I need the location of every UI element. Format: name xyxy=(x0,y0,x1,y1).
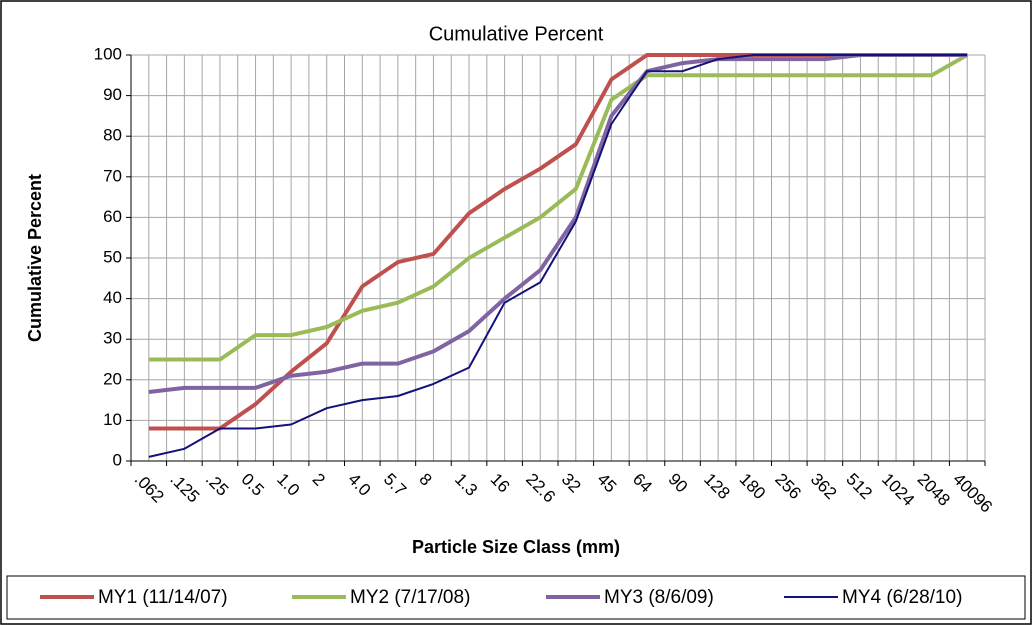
series-line xyxy=(148,53,968,394)
legend-label: MY2 (7/17/08) xyxy=(350,587,470,608)
y-tick-label: 70 xyxy=(103,166,122,185)
y-tick-label: 50 xyxy=(103,247,122,266)
x-axis-title: Particle Size Class (mm) xyxy=(412,537,620,557)
y-tick-label: 40 xyxy=(103,288,122,307)
legend-label: MY3 (8/6/09) xyxy=(604,587,714,608)
y-tick-label: 80 xyxy=(103,126,122,145)
y-tick-label: 60 xyxy=(103,207,122,226)
y-tick-label: 100 xyxy=(94,44,122,63)
legend-label: MY1 (11/14/07) xyxy=(98,587,228,608)
series-line xyxy=(148,53,969,362)
y-axis-title: Cumulative Percent xyxy=(25,174,45,342)
legend-label: MY4 (6/28/10) xyxy=(842,587,962,608)
y-tick-label: 90 xyxy=(103,85,122,104)
chart-title: Cumulative Percent xyxy=(429,23,604,45)
series-line xyxy=(148,54,968,458)
y-tick-label: 20 xyxy=(103,369,122,388)
y-tick-label: 0 xyxy=(113,450,122,469)
y-tick-label: 10 xyxy=(103,410,122,429)
legend-box xyxy=(6,575,1026,620)
y-tick-label: 30 xyxy=(103,329,122,348)
